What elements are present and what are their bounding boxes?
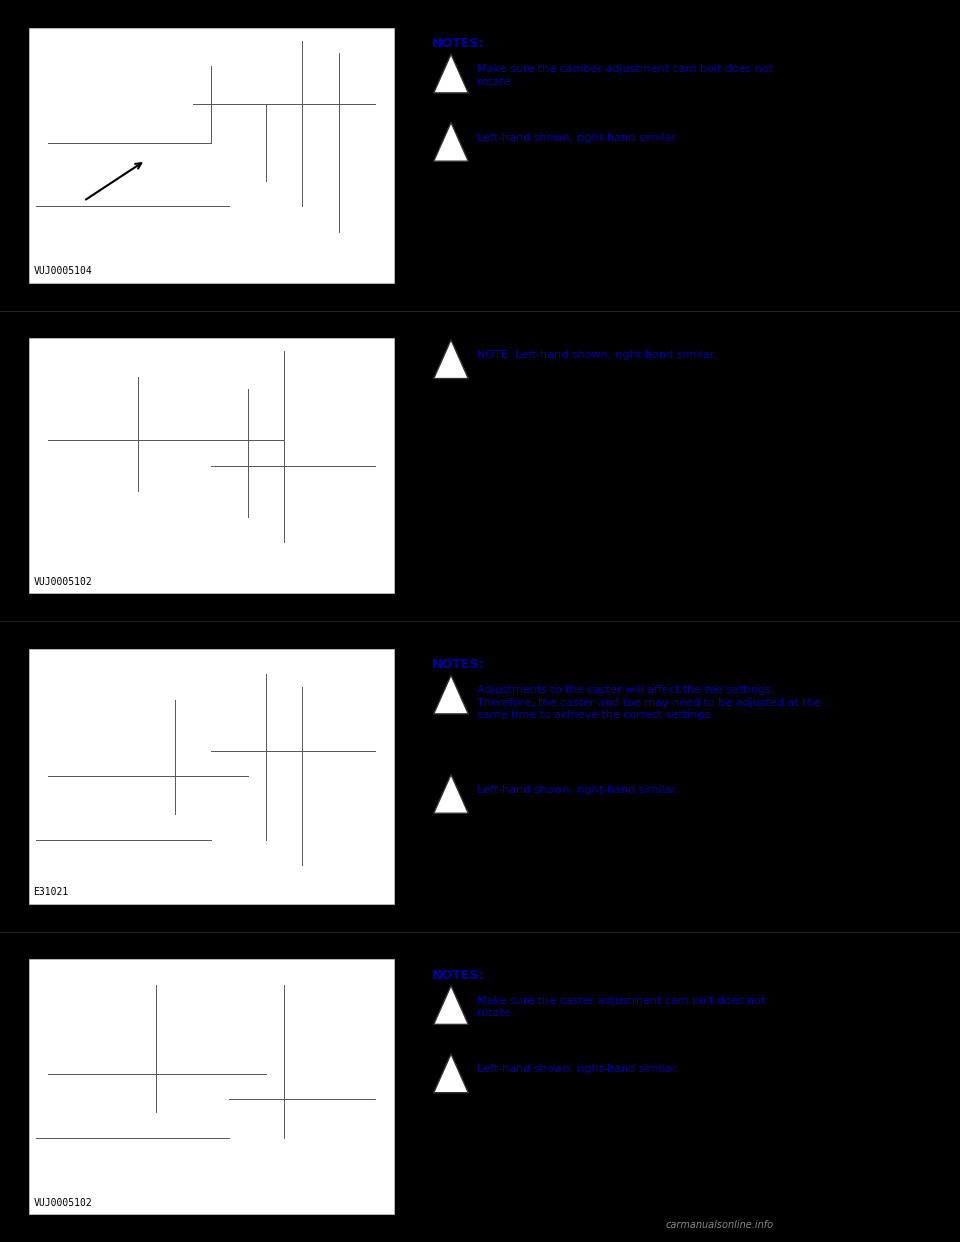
Text: E31021: E31021 — [34, 887, 69, 897]
Text: Make sure the caster adjustment cam bolt does not
rotate.: Make sure the caster adjustment cam bolt… — [477, 996, 765, 1018]
Polygon shape — [434, 1054, 468, 1093]
Text: NOTES:: NOTES: — [432, 658, 484, 671]
Text: VUJ0005102: VUJ0005102 — [34, 1197, 92, 1207]
Text: NOTE: Left-hand shown, right-hand similar.: NOTE: Left-hand shown, right-hand simila… — [477, 350, 717, 360]
Polygon shape — [434, 775, 468, 814]
Polygon shape — [434, 986, 468, 1025]
Polygon shape — [434, 123, 468, 161]
Text: Make sure the camber adjustment cam bolt does not
rotate.: Make sure the camber adjustment cam bolt… — [477, 65, 773, 87]
Polygon shape — [434, 676, 468, 714]
Text: Left-hand shown, right-hand similar.: Left-hand shown, right-hand similar. — [477, 1064, 679, 1074]
Text: carmanualsonline.info: carmanualsonline.info — [666, 1220, 774, 1230]
Text: VUJ0005102: VUJ0005102 — [34, 576, 92, 587]
FancyBboxPatch shape — [29, 29, 394, 283]
Text: NOTES:: NOTES: — [432, 969, 484, 981]
Polygon shape — [434, 55, 468, 93]
FancyBboxPatch shape — [29, 960, 394, 1215]
Text: Adjustments to the caster will affect the toe settings.
Therefore, the caster an: Adjustments to the caster will affect th… — [477, 686, 821, 720]
Text: NOTES:: NOTES: — [432, 37, 484, 50]
Text: VUJ0005104: VUJ0005104 — [34, 266, 92, 277]
Polygon shape — [434, 340, 468, 379]
FancyBboxPatch shape — [29, 648, 394, 904]
Text: Left-hand shown, right-hand similar.: Left-hand shown, right-hand similar. — [477, 785, 679, 795]
FancyBboxPatch shape — [29, 339, 394, 594]
Text: Left-hand shown, right-hand similar.: Left-hand shown, right-hand similar. — [477, 133, 679, 143]
